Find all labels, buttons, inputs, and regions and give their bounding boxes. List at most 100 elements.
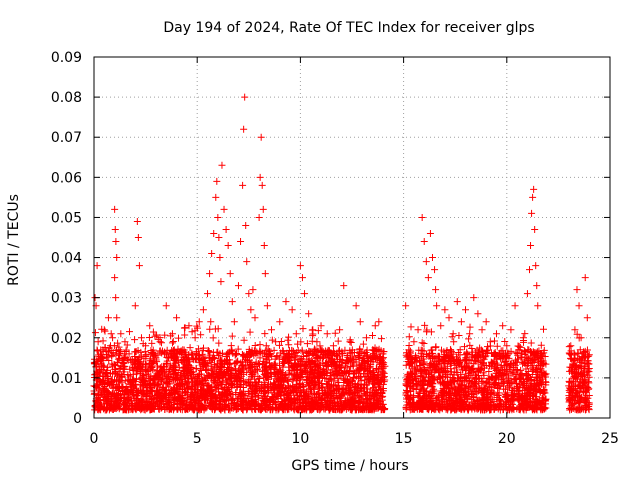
data-point: [378, 396, 386, 404]
data-point: [223, 377, 231, 385]
data-point: [352, 302, 360, 310]
data-point: [272, 393, 280, 401]
data-point: [519, 375, 527, 383]
data-point: [233, 374, 241, 382]
data-point: [169, 361, 177, 369]
data-point: [188, 351, 196, 359]
data-point: [372, 355, 380, 363]
data-point: [276, 318, 284, 326]
data-point: [291, 352, 299, 360]
data-point: [144, 367, 152, 375]
data-point: [153, 387, 161, 395]
data-point: [242, 380, 250, 388]
data-point: [568, 369, 576, 377]
data-point: [317, 322, 325, 330]
data-point: [375, 318, 383, 326]
data-point: [266, 349, 274, 357]
data-point: [203, 387, 211, 395]
data-point: [373, 390, 381, 398]
data-point: [519, 401, 527, 409]
data-point: [483, 388, 491, 396]
data-point: [214, 213, 222, 221]
data-point: [234, 282, 242, 290]
data-point: [504, 389, 512, 397]
data-point: [256, 354, 264, 362]
data-point: [179, 346, 187, 354]
data-point: [431, 266, 439, 274]
data-point: [141, 360, 149, 368]
data-point: [424, 274, 432, 282]
data-point: [259, 205, 267, 213]
data-point: [160, 368, 168, 376]
data-point: [254, 365, 262, 373]
data-point: [335, 369, 343, 377]
data-point: [523, 385, 531, 393]
data-point: [474, 352, 482, 360]
data-point: [431, 406, 439, 414]
data-point: [577, 334, 585, 342]
data-point: [347, 355, 355, 363]
data-point: [260, 242, 268, 250]
data-point: [251, 341, 259, 349]
data-point: [529, 193, 537, 201]
data-point: [151, 382, 159, 390]
data-point: [107, 342, 115, 350]
data-point: [342, 370, 350, 378]
data-point: [98, 354, 106, 362]
data-point: [254, 359, 262, 367]
data-point: [146, 381, 154, 389]
data-point: [128, 399, 136, 407]
data-point: [95, 397, 103, 405]
data-point: [511, 376, 519, 384]
data-point: [121, 338, 129, 346]
data-point: [461, 343, 469, 351]
data-point: [582, 376, 590, 384]
data-point: [91, 402, 99, 410]
data-point: [473, 367, 481, 375]
data-point: [207, 318, 215, 326]
data-point: [189, 401, 197, 409]
data-point: [286, 400, 294, 408]
data-point: [507, 326, 515, 334]
data-point: [425, 370, 433, 378]
data-point: [257, 133, 265, 141]
data-point: [584, 357, 592, 365]
data-point: [180, 370, 188, 378]
data-point: [452, 368, 460, 376]
data-point: [163, 346, 171, 354]
data-point: [470, 360, 478, 368]
data-point: [99, 337, 107, 345]
data-point: [531, 355, 539, 363]
data-point: [541, 405, 549, 413]
data-point: [530, 185, 538, 193]
data-point: [577, 384, 585, 392]
data-point: [122, 354, 130, 362]
data-point: [326, 390, 334, 398]
data-point: [413, 382, 421, 390]
data-point: [480, 406, 488, 414]
data-point: [113, 314, 121, 322]
data-point: [253, 348, 261, 356]
data-point: [378, 364, 386, 372]
data-point: [215, 378, 223, 386]
data-point: [408, 394, 416, 402]
data-point: [183, 380, 191, 388]
data-point: [522, 369, 530, 377]
data-point: [336, 326, 344, 334]
data-point: [410, 338, 418, 346]
data-point: [345, 383, 353, 391]
data-point: [252, 401, 260, 409]
data-point: [342, 357, 350, 365]
data-point: [497, 354, 505, 362]
data-point: [444, 351, 452, 359]
data-point: [190, 370, 198, 378]
data-point: [378, 375, 386, 383]
data-point: [356, 385, 364, 393]
data-point: [465, 363, 473, 371]
data-point: [507, 404, 515, 412]
data-point: [250, 362, 258, 370]
data-point: [410, 399, 418, 407]
data-point: [149, 328, 157, 336]
data-point: [364, 365, 372, 373]
